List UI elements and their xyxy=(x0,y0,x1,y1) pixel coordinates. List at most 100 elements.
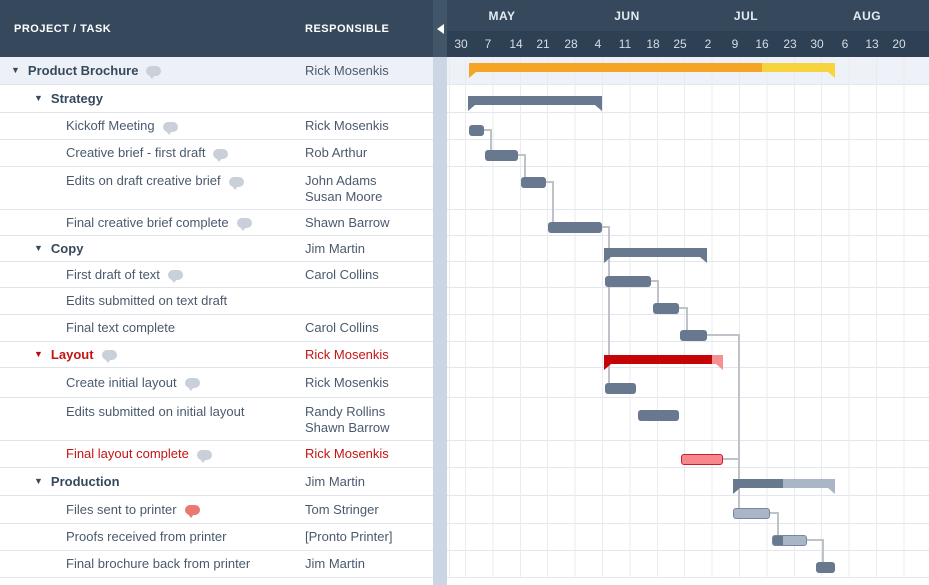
comment-bubble-icon[interactable] xyxy=(162,121,178,135)
bar-proofs-received-from-printer[interactable] xyxy=(772,535,807,546)
task-cell: ▼ Copy xyxy=(0,241,83,257)
date-tick-label: 11 xyxy=(618,37,632,51)
task-row-16[interactable]: Proofs received from printer [Pronto Prin… xyxy=(0,524,433,551)
responsible-cell: Jim Martin xyxy=(305,556,365,571)
date-tick-label: 18 xyxy=(646,37,660,51)
task-row-15[interactable]: Files sent to printer Tom Stringer xyxy=(0,496,433,524)
comment-bubble-icon[interactable] xyxy=(167,270,183,283)
collapse-panel-button[interactable] xyxy=(433,0,447,57)
bar-final-layout-complete[interactable] xyxy=(681,454,723,465)
task-row-0[interactable]: ▼ Product Brochure Rick Mosenkis xyxy=(0,57,433,85)
responsible-cell: Jim Martin xyxy=(305,473,365,489)
task-cell: Edits submitted on initial layout xyxy=(0,404,244,420)
task-row-17[interactable]: Final brochure back from printer Jim Mart… xyxy=(0,551,433,578)
bar-files-sent-to-printer[interactable] xyxy=(733,508,770,519)
comment-bubble-icon[interactable] xyxy=(101,350,117,363)
collapse-triangle-icon[interactable]: ▼ xyxy=(34,243,43,253)
collapse-triangle-icon[interactable]: ▼ xyxy=(34,349,43,359)
bar-copy[interactable] xyxy=(604,248,707,263)
task-cell: Final text complete xyxy=(0,320,175,336)
bar-create-initial-layout[interactable] xyxy=(605,383,636,394)
bar-first-draft-of-text[interactable] xyxy=(605,276,651,287)
comment-bubble-icon[interactable] xyxy=(236,218,252,231)
task-row-12[interactable]: Edits submitted on initial layout Randy R… xyxy=(0,398,433,441)
dependency-connector xyxy=(723,458,740,460)
task-row-6[interactable]: ▼ Copy Jim Martin xyxy=(0,236,433,262)
bar-final-text-complete[interactable] xyxy=(680,330,707,341)
bar-final-creative-brief-complete[interactable] xyxy=(548,222,602,233)
bar-strategy[interactable] xyxy=(468,96,602,111)
collapse-triangle-icon[interactable]: ▼ xyxy=(11,65,20,75)
task-label: Proofs received from printer xyxy=(66,529,227,544)
date-tick-label: 30 xyxy=(454,37,468,51)
dependency-connector xyxy=(552,181,554,222)
comment-bubble-icon[interactable] xyxy=(184,505,200,518)
date-tick-label: 13 xyxy=(865,37,879,51)
bar-layout[interactable] xyxy=(604,355,723,370)
task-label: Files sent to printer xyxy=(66,501,177,517)
task-label: Final layout complete xyxy=(66,446,189,461)
task-row-2[interactable]: Kickoff Meeting Rick Mosenkis xyxy=(0,113,433,140)
date-tick-label: 23 xyxy=(783,37,797,51)
task-cell: Create initial layout xyxy=(0,375,200,391)
panel-divider-strip xyxy=(433,0,447,585)
collapse-triangle-icon[interactable]: ▼ xyxy=(34,476,43,486)
bar-edits-submitted-on-initial-layout[interactable] xyxy=(638,410,679,421)
task-label: Production xyxy=(50,473,120,489)
bar-edits-on-draft-creative-brief[interactable] xyxy=(521,177,546,188)
responsible-cell: Tom Stringer xyxy=(305,501,379,517)
task-row-5[interactable]: Final creative brief complete Shawn Barro… xyxy=(0,210,433,236)
task-label: Edits on draft creative brief xyxy=(66,173,221,188)
task-cell: Edits on draft creative brief xyxy=(0,173,244,190)
task-row-3[interactable]: Creative brief - first draft Rob Arthur xyxy=(0,140,433,167)
task-cell: First draft of text xyxy=(0,267,183,283)
responsible-cell: Rick Mosenkis xyxy=(305,374,389,390)
task-cell: Kickoff Meeting xyxy=(0,118,178,135)
bar-production[interactable] xyxy=(733,479,835,494)
task-row-13[interactable]: Final layout complete Rick Mosenkis xyxy=(0,441,433,468)
comment-bubble-icon[interactable] xyxy=(146,66,162,79)
task-cell: Final brochure back from printer xyxy=(0,556,250,572)
task-table-panel: PROJECT / TASK RESPONSIBLE ▼ Product Broc… xyxy=(0,0,433,585)
responsible-cell: Rick Mosenkis xyxy=(305,446,389,461)
task-row-14[interactable]: ▼ Production Jim Martin xyxy=(0,468,433,496)
gantt-overlay xyxy=(447,57,929,585)
left-triangle-icon xyxy=(436,23,444,34)
date-tick-label: 4 xyxy=(594,37,602,51)
bar-kickoff-meeting[interactable] xyxy=(469,125,484,136)
task-row-9[interactable]: Final text complete Carol Collins xyxy=(0,315,433,342)
date-tick-label: 6 xyxy=(841,37,849,51)
dependency-connector xyxy=(686,307,688,330)
month-label: AUG xyxy=(852,8,882,23)
comment-bubble-icon[interactable] xyxy=(213,148,229,162)
collapse-triangle-icon[interactable]: ▼ xyxy=(34,93,43,103)
task-row-11[interactable]: Create initial layout Rick Mosenkis xyxy=(0,368,433,398)
dependency-connector xyxy=(822,539,824,562)
date-tick-label: 20 xyxy=(892,37,906,51)
task-label: Final text complete xyxy=(66,320,176,335)
bar-final-brochure-back-from-printer[interactable] xyxy=(816,562,835,573)
bar-creative-brief-first-draft[interactable] xyxy=(485,150,518,161)
task-row-8[interactable]: Edits submitted on text draft xyxy=(0,288,433,315)
task-row-7[interactable]: First draft of text Carol Collins xyxy=(0,262,433,288)
timeline-months-row: MAY JUN JUL AUG xyxy=(447,0,929,31)
comment-bubble-icon[interactable] xyxy=(184,378,200,391)
task-row-4[interactable]: Edits on draft creative brief John Adams S… xyxy=(0,167,433,210)
task-label: Create initial layout xyxy=(66,374,177,390)
task-label: Strategy xyxy=(50,90,103,106)
left-rows: ▼ Product Brochure Rick Mosenkis ▼ Strategy K… xyxy=(0,57,433,578)
date-tick-label: 30 xyxy=(810,37,824,51)
responsible-cell: Rick Mosenkis xyxy=(305,62,389,78)
gantt-chart-pane: MAY JUN JUL AUG 30 7 14 21 28 4 11 18 25 2 9 16 23 30 6 13… xyxy=(447,0,929,585)
comment-bubble-icon[interactable] xyxy=(228,176,244,190)
comment-bubble-icon[interactable] xyxy=(196,449,212,463)
timeline-dates-row: 30 7 14 21 28 4 11 18 25 2 9 16 23 30 6 13 20 xyxy=(447,31,929,57)
bar-edits-submitted-on-text-draft[interactable] xyxy=(653,303,679,314)
task-row-1[interactable]: ▼ Strategy xyxy=(0,85,433,113)
date-tick-label: 16 xyxy=(755,37,769,51)
month-label: MAY xyxy=(488,8,516,23)
task-row-10[interactable]: ▼ Layout Rick Mosenkis xyxy=(0,342,433,368)
responsible-cell: John Adams Susan Moore xyxy=(305,173,383,204)
bar-product-brochure[interactable] xyxy=(469,63,835,78)
